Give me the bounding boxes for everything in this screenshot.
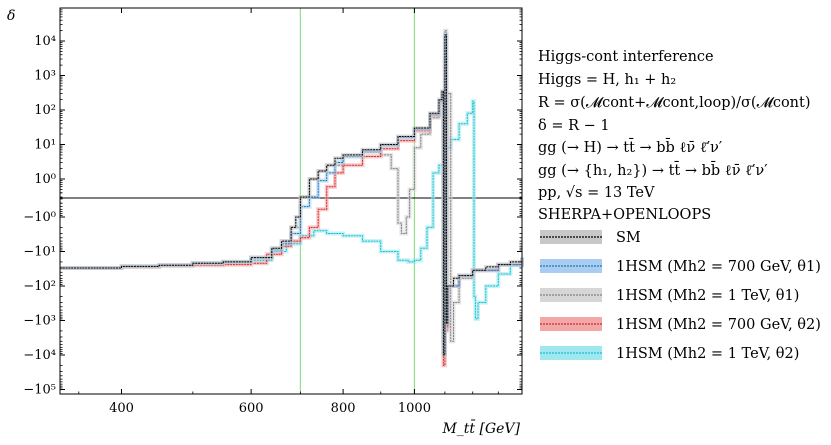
x-axis-label: M_tt̄ [GeV] — [441, 419, 520, 437]
y-axis-label: δ — [7, 8, 15, 24]
x-axis: 400 600 800 1000 — [78, 8, 523, 416]
y-tick-label: 10⁴ — [34, 34, 56, 49]
y-tick-label: −10⁵ — [23, 383, 56, 398]
legend-label: 1HSM (Mh2 = 700 GeV, θ2) — [616, 317, 821, 333]
legend-title-line: Higgs-cont interference — [538, 49, 714, 65]
legend-label: SM — [616, 230, 641, 246]
y-tick-label: 10⁰ — [34, 172, 56, 187]
x-tick-label: 400 — [109, 401, 134, 416]
plot-frame — [59, 7, 523, 395]
legend-entry-sm: SM — [540, 230, 641, 246]
legend-label: 1HSM (Mh2 = 1 TeV, θ2) — [616, 346, 799, 362]
series-layer — [60, 28, 524, 368]
legend-title-line: gg (→ {h₁, h₂}) → tt̄ → bb̄ ℓν̄ ℓ̄′ν′ — [538, 161, 768, 179]
legend-entry-1hsm-1tev-theta2: 1HSM (Mh2 = 1 TeV, θ2) — [540, 346, 799, 362]
x-tick-label: 800 — [331, 401, 356, 416]
legend-title-line: SHERPA+OPENLOOPS — [538, 207, 711, 223]
y-tick-label: −10² — [23, 279, 56, 294]
y-tick-label: 10³ — [34, 69, 56, 84]
y-tick-label: −10⁴ — [23, 348, 56, 363]
legend-label: 1HSM (Mh2 = 1 TeV, θ1) — [616, 288, 799, 304]
series-band — [60, 28, 524, 344]
legend-title-line: Higgs = H, h₁ + h₂ — [538, 72, 676, 88]
series-line — [60, 34, 523, 356]
legend-entry-1hsm-700-theta1: 1HSM (Mh2 = 700 GeV, θ1) — [540, 259, 821, 275]
y-tick-label: −10¹ — [23, 245, 56, 260]
y-tick-label: −10⁰ — [23, 210, 56, 225]
y-tick-label: 10² — [34, 103, 56, 118]
legend-label: 1HSM (Mh2 = 700 GeV, θ1) — [616, 259, 821, 275]
x-tick-label: 1000 — [398, 401, 431, 416]
legend-entry-1hsm-1tev-theta1: 1HSM (Mh2 = 1 TeV, θ1) — [540, 288, 799, 304]
legend: Higgs-cont interference Higgs = H, h₁ + … — [538, 49, 821, 362]
x-tick-label: 600 — [239, 401, 264, 416]
legend-title-line: δ = R − 1 — [538, 118, 610, 134]
y-tick-label: −10³ — [23, 314, 56, 329]
y-axis: 10⁴ 10³ 10² 10¹ 10⁰ −10⁰ −10¹ −10² −10³ −10⁴ −10⁵ — [23, 7, 522, 398]
y-tick-label: 10¹ — [34, 138, 56, 153]
legend-entry-1hsm-700-theta2: 1HSM (Mh2 = 700 GeV, θ2) — [540, 317, 821, 333]
legend-title-line: R = σ(𝓜cont+𝓜cont,loop)/σ(𝓜cont) — [538, 95, 811, 111]
legend-title-line: gg (→ H) → tt̄ → bb̄ ℓν̄ ℓ̄′ν′ — [538, 138, 722, 156]
series-line — [60, 100, 523, 320]
legend-title-line: pp, √s = 13 TeV — [538, 185, 655, 201]
